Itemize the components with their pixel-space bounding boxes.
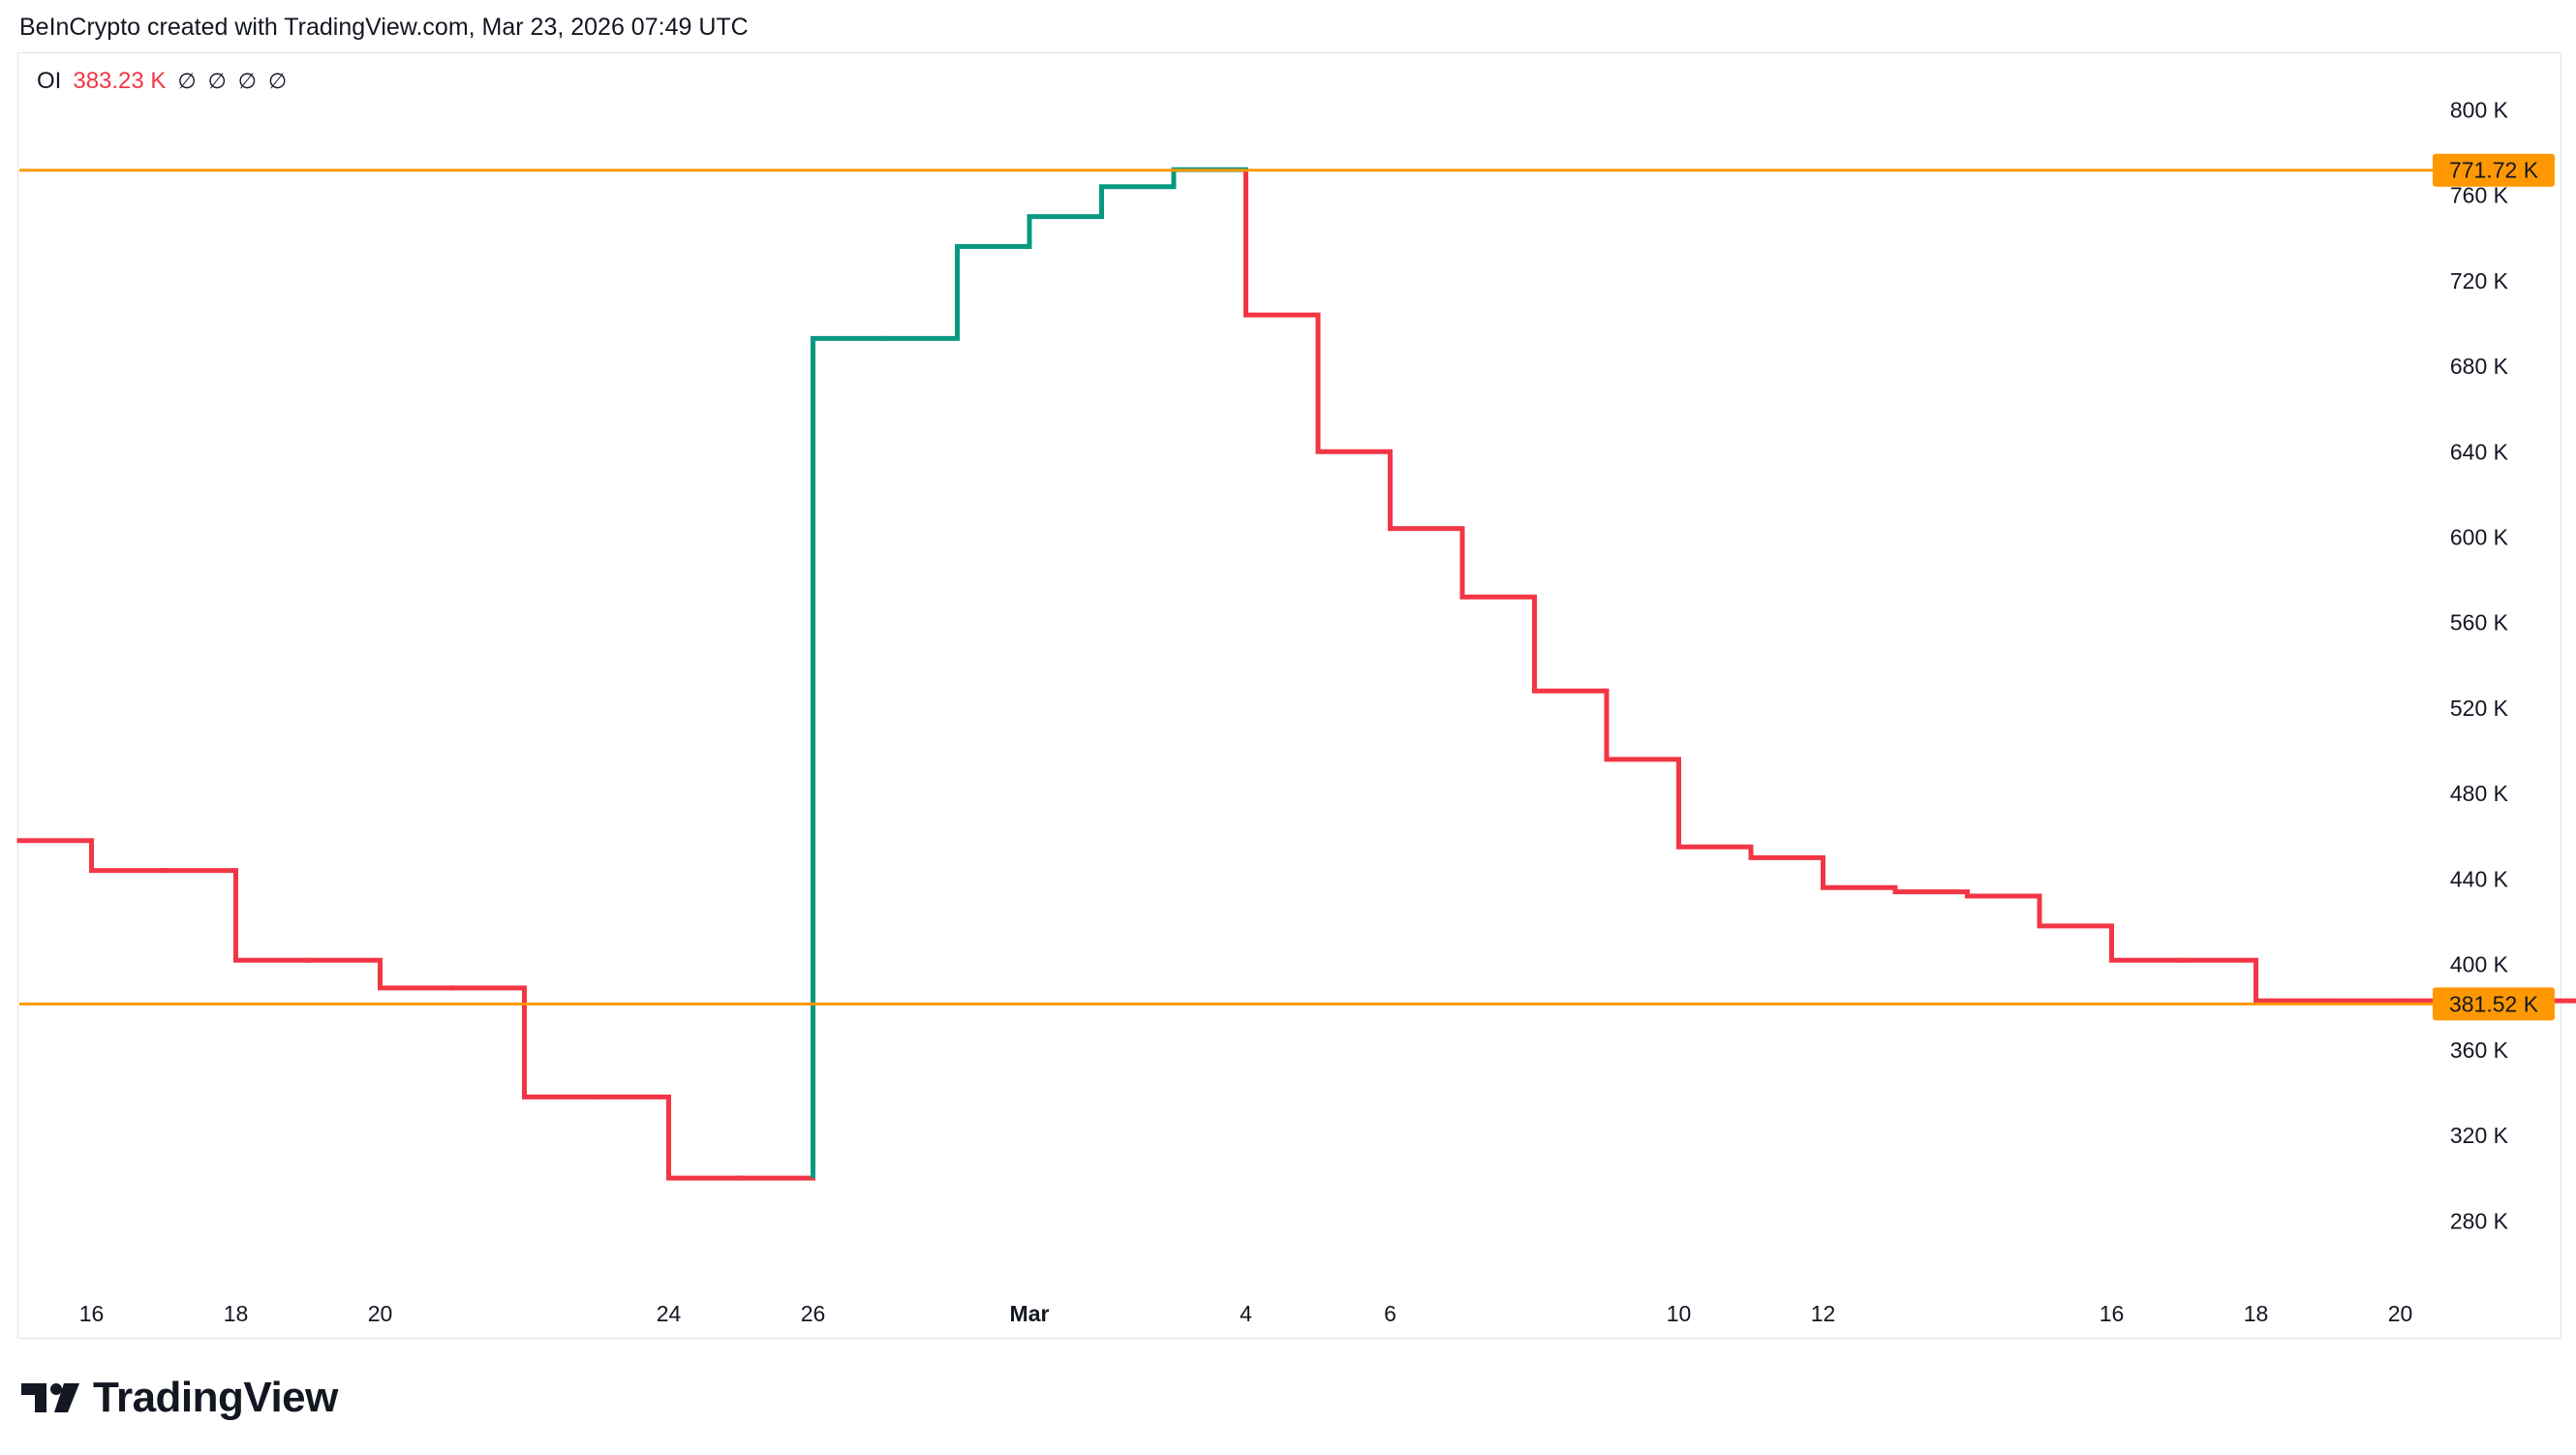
x-tick-label: 18: [2244, 1301, 2269, 1326]
y-axis: 800 K 760 K 720 K 680 K 640 K 600 K 560 K 520 K…: [2450, 97, 2509, 1233]
x-tick-label: 20: [368, 1301, 393, 1326]
x-tick-label: 4: [1240, 1301, 1252, 1326]
legend-value: 383.23 K: [73, 68, 167, 94]
y-tick-label: 600 K: [2450, 524, 2509, 549]
series-layer: [16, 167, 2576, 1181]
price-line-label: 771.72 K: [2449, 158, 2539, 183]
x-tick-label: 10: [1667, 1301, 1692, 1326]
x-tick-label: 16: [2100, 1301, 2125, 1326]
y-tick-label: 280 K: [2450, 1208, 2509, 1233]
x-tick-label: 6: [1384, 1301, 1396, 1326]
price-line-label: 381.52 K: [2449, 991, 2539, 1016]
x-axis: 1618202426Mar461012161820242630Apr: [79, 1301, 2413, 1326]
chart-frame: [17, 52, 2561, 1339]
brand-name: TradingView: [93, 1374, 338, 1421]
legend-na-4: ∅: [267, 69, 288, 93]
x-tick-label: 20: [2388, 1301, 2413, 1326]
y-tick-label: 680 K: [2450, 354, 2509, 379]
x-tick-label: 18: [224, 1301, 249, 1326]
x-tick-label: Mar: [1010, 1301, 1050, 1326]
y-tick-label: 320 K: [2450, 1123, 2509, 1148]
y-tick-label: 800 K: [2450, 97, 2509, 122]
y-tick-label: 360 K: [2450, 1037, 2509, 1063]
legend-na-3: ∅: [237, 69, 257, 93]
y-tick-label: 640 K: [2450, 439, 2509, 464]
y-tick-label: 560 K: [2450, 610, 2509, 635]
brand[interactable]: TradingView: [21, 1374, 338, 1422]
legend-na-1: ∅: [177, 69, 197, 93]
tradingview-logo-icon: [21, 1383, 79, 1412]
legend-label: OI: [37, 68, 62, 94]
legend-na-2: ∅: [207, 69, 227, 93]
price-line-layer: 771.72 K 381.52 K: [19, 153, 2555, 1021]
price-line-label-box: [2433, 153, 2555, 187]
y-tick-label: 760 K: [2450, 183, 2509, 208]
x-tick-label: 24: [657, 1301, 682, 1326]
y-tick-label: 480 K: [2450, 781, 2509, 806]
x-tick-label: 16: [79, 1301, 105, 1326]
x-tick-label: 26: [801, 1301, 826, 1326]
y-tick-label: 400 K: [2450, 952, 2509, 977]
chart-credit: BeInCrypto created with TradingView.com,…: [19, 14, 749, 41]
price-line-label-box: [2433, 987, 2555, 1021]
y-tick-label: 520 K: [2450, 696, 2509, 721]
y-tick-label: 720 K: [2450, 268, 2509, 294]
x-tick-label: 12: [1811, 1301, 1836, 1326]
legend: OI 383.23 K ∅ ∅ ∅ ∅: [37, 68, 287, 95]
y-tick-label: 440 K: [2450, 866, 2509, 891]
